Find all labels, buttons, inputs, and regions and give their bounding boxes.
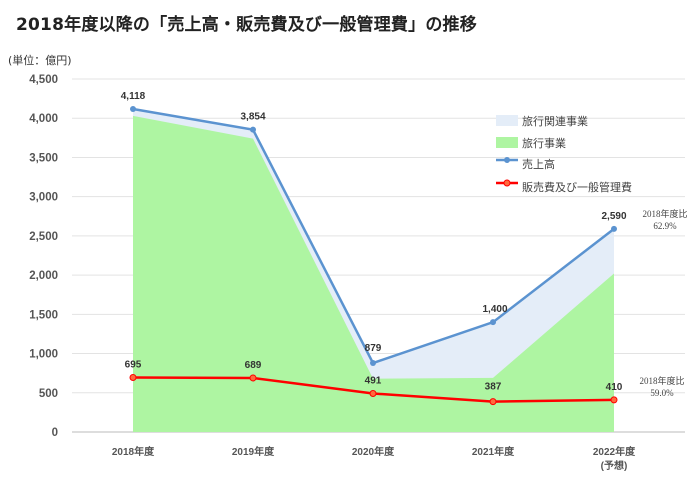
sales-point <box>370 360 376 367</box>
sga-data-label: 387 <box>485 382 502 393</box>
legend-label: 売上高 <box>522 157 555 171</box>
sga-data-label: 410 <box>606 382 623 393</box>
sales-point <box>250 126 256 133</box>
x-tick-label: 2021年度 <box>472 445 515 458</box>
unit-label: (単位：億円) <box>8 54 72 67</box>
x-tick-label: 2019年度 <box>232 445 275 458</box>
legend-label: 旅行関連事業 <box>522 114 588 128</box>
sga-data-label: 689 <box>245 360 262 371</box>
sga-point <box>369 389 377 397</box>
y-tick-label: 2,000 <box>29 270 58 282</box>
sales-data-label: 2,590 <box>601 211 626 222</box>
area-travel <box>133 115 614 432</box>
sales-point <box>130 105 136 112</box>
sga-data-label: 491 <box>365 375 382 386</box>
sales-data-label: 1,400 <box>482 304 507 315</box>
sga-data-label: 695 <box>125 359 142 370</box>
sales-data-label: 3,854 <box>240 112 265 123</box>
legend-marker-sales <box>504 157 510 163</box>
sales-data-label: 4,118 <box>121 91 146 102</box>
annotation-label: 2018年度比 <box>642 208 687 219</box>
x-tick-label: 2020年度 <box>352 445 395 458</box>
y-tick-label: 3,000 <box>29 192 58 204</box>
y-tick-label: 0 <box>52 427 58 439</box>
x-tick-sublabel: (予想) <box>601 459 628 472</box>
y-tick-label: 4,500 <box>29 74 58 86</box>
y-tick-label: 1,000 <box>29 349 58 361</box>
sga-point <box>129 373 137 381</box>
line-series <box>129 105 618 406</box>
x-tick-label: 2018年度 <box>112 445 155 458</box>
sga-point <box>249 374 257 382</box>
sga-point <box>610 396 618 404</box>
sales-data-label: 879 <box>365 343 382 354</box>
y-tick-label: 3,500 <box>29 152 58 164</box>
annotation-value: 59.0% <box>650 388 674 398</box>
legend-swatch-travel-related <box>496 115 518 126</box>
y-tick-label: 4,000 <box>29 113 58 125</box>
sga-point <box>489 398 497 406</box>
legend-label: 旅行事業 <box>522 136 566 150</box>
chart-title: 2018年度以降の「売上高・販売費及び一般管理費」の推移 <box>16 15 477 35</box>
area-series <box>133 108 614 433</box>
legend-label: 販売費及び一般管理費 <box>522 180 632 194</box>
annotation-label: 2018年度比 <box>639 375 684 386</box>
annotations: 2018年度比 62.9% 2018年度比 59.0% <box>639 208 687 398</box>
annotation-value: 62.9% <box>653 221 677 231</box>
legend-marker-sga <box>503 179 511 187</box>
y-tick-label: 500 <box>39 388 58 400</box>
x-axis: 2018年度 2019年度 2020年度 2021年度 2022年度(予想) <box>112 445 636 472</box>
sales-point <box>490 319 496 326</box>
y-tick-label: 1,500 <box>29 309 58 321</box>
x-tick-label: 2022年度 <box>593 445 636 458</box>
y-tick-label: 2,500 <box>29 231 58 243</box>
sales-point <box>611 225 617 232</box>
data-labels: 4,118 3,854 879 1,400 2,590 695 689 491 387 410 <box>121 91 627 393</box>
legend-swatch-travel <box>496 137 518 148</box>
y-axis: 0 500 1,000 1,500 2,000 2,500 3,000 3,500 4,000 4… <box>29 74 58 439</box>
